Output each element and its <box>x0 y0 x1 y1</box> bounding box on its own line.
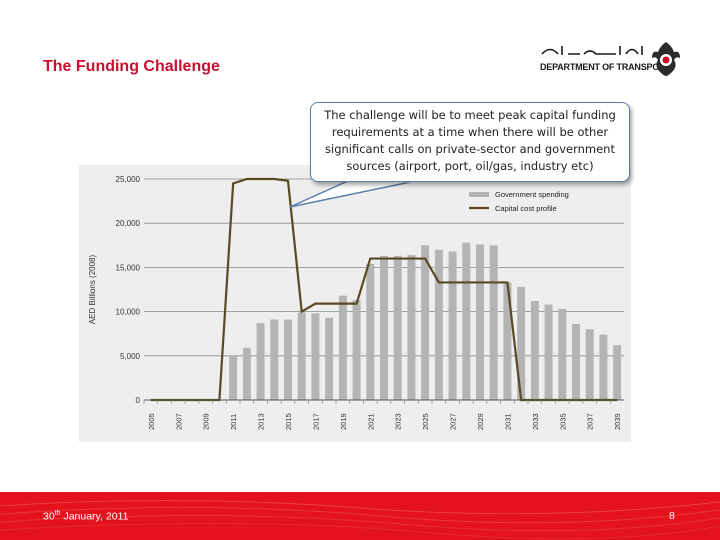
x-tick-label: 2035 <box>558 413 567 430</box>
bar <box>338 295 347 400</box>
bar <box>380 255 388 400</box>
bar <box>599 334 608 400</box>
logo-text: DEPARTMENT OF TRANSPORT <box>540 62 671 72</box>
x-tick-label: 2033 <box>531 413 540 430</box>
y-tick-label: 0 <box>136 396 141 405</box>
x-tick-label: 2015 <box>284 413 293 430</box>
footer-date-suffix: th <box>54 510 61 517</box>
x-tick-label: 2023 <box>394 413 403 430</box>
x-tick-label: 2013 <box>257 413 266 430</box>
falcon-emblem-icon <box>652 42 680 76</box>
bar <box>229 355 238 400</box>
bar <box>242 347 251 400</box>
bar <box>407 255 416 400</box>
x-tick-label: 2029 <box>476 413 485 430</box>
x-tick-label: 2011 <box>229 414 238 430</box>
bar <box>311 313 320 400</box>
bar <box>393 255 402 400</box>
legend-swatch-bar <box>469 192 489 197</box>
y-tick-label: 15,000 <box>116 263 141 272</box>
x-tick-label: 2027 <box>449 413 458 430</box>
x-tick-label: 2009 <box>202 413 211 430</box>
bar <box>421 245 430 400</box>
bar <box>448 251 457 400</box>
x-tick-label: 2005 <box>147 413 156 430</box>
bar <box>489 245 498 400</box>
bar <box>572 323 580 400</box>
bar <box>366 263 375 400</box>
bar <box>297 312 306 400</box>
page-number: 8 <box>669 510 675 522</box>
x-tick-label: 2025 <box>421 413 430 430</box>
footer-date: 30th January, 2011 <box>43 510 128 523</box>
bar <box>476 244 484 400</box>
x-tick-label: 2019 <box>339 413 348 430</box>
bar <box>256 323 265 400</box>
bar <box>585 329 594 400</box>
bar <box>530 300 539 400</box>
footer-swoosh-pattern <box>0 499 720 540</box>
x-tick-label: 2021 <box>366 413 375 430</box>
bar <box>325 317 334 400</box>
bar <box>270 319 279 400</box>
legend-label: Capital cost profile <box>495 204 557 213</box>
y-tick-label: 10,000 <box>116 308 141 317</box>
y-axis-label: AED Billions (2008) <box>88 254 97 324</box>
chart-svg: 0 5,000 10,000 15,000 20,000 25,000 AED Billio… <box>88 175 624 430</box>
x-tick-label: 2037 <box>586 413 595 430</box>
funding-chart: 0 5,000 10,000 15,000 20,000 25,000 AED Billio… <box>79 165 631 442</box>
x-tick-label: 2039 <box>613 413 622 430</box>
slide-title: The Funding Challenge <box>43 58 220 75</box>
footer-date-day: 30 <box>43 510 55 523</box>
callout-box: The challenge will be to meet peak capit… <box>310 102 630 182</box>
logo-arabic-calligraphy <box>541 46 643 55</box>
bar <box>558 308 567 400</box>
bar <box>462 242 471 400</box>
bar <box>352 300 361 400</box>
legend-label: Government spending <box>495 190 569 199</box>
x-tick-label: 2031 <box>503 413 512 430</box>
bar <box>517 286 526 400</box>
x-tick-label: 2017 <box>311 413 320 430</box>
y-tick-label: 25,000 <box>116 175 141 184</box>
footer-date-rest: January, 2011 <box>60 510 129 523</box>
bar <box>613 345 622 400</box>
footer-bar: 30th January, 2011 8 <box>0 492 720 540</box>
bar <box>503 282 512 400</box>
y-tick-label: 5,000 <box>120 352 141 361</box>
bar <box>544 304 553 400</box>
x-tick-label: 2007 <box>174 413 183 430</box>
bar <box>284 319 292 400</box>
y-tick-label: 20,000 <box>116 219 141 228</box>
department-logo: DEPARTMENT OF TRANSPORT <box>540 40 682 80</box>
bar <box>434 249 443 400</box>
